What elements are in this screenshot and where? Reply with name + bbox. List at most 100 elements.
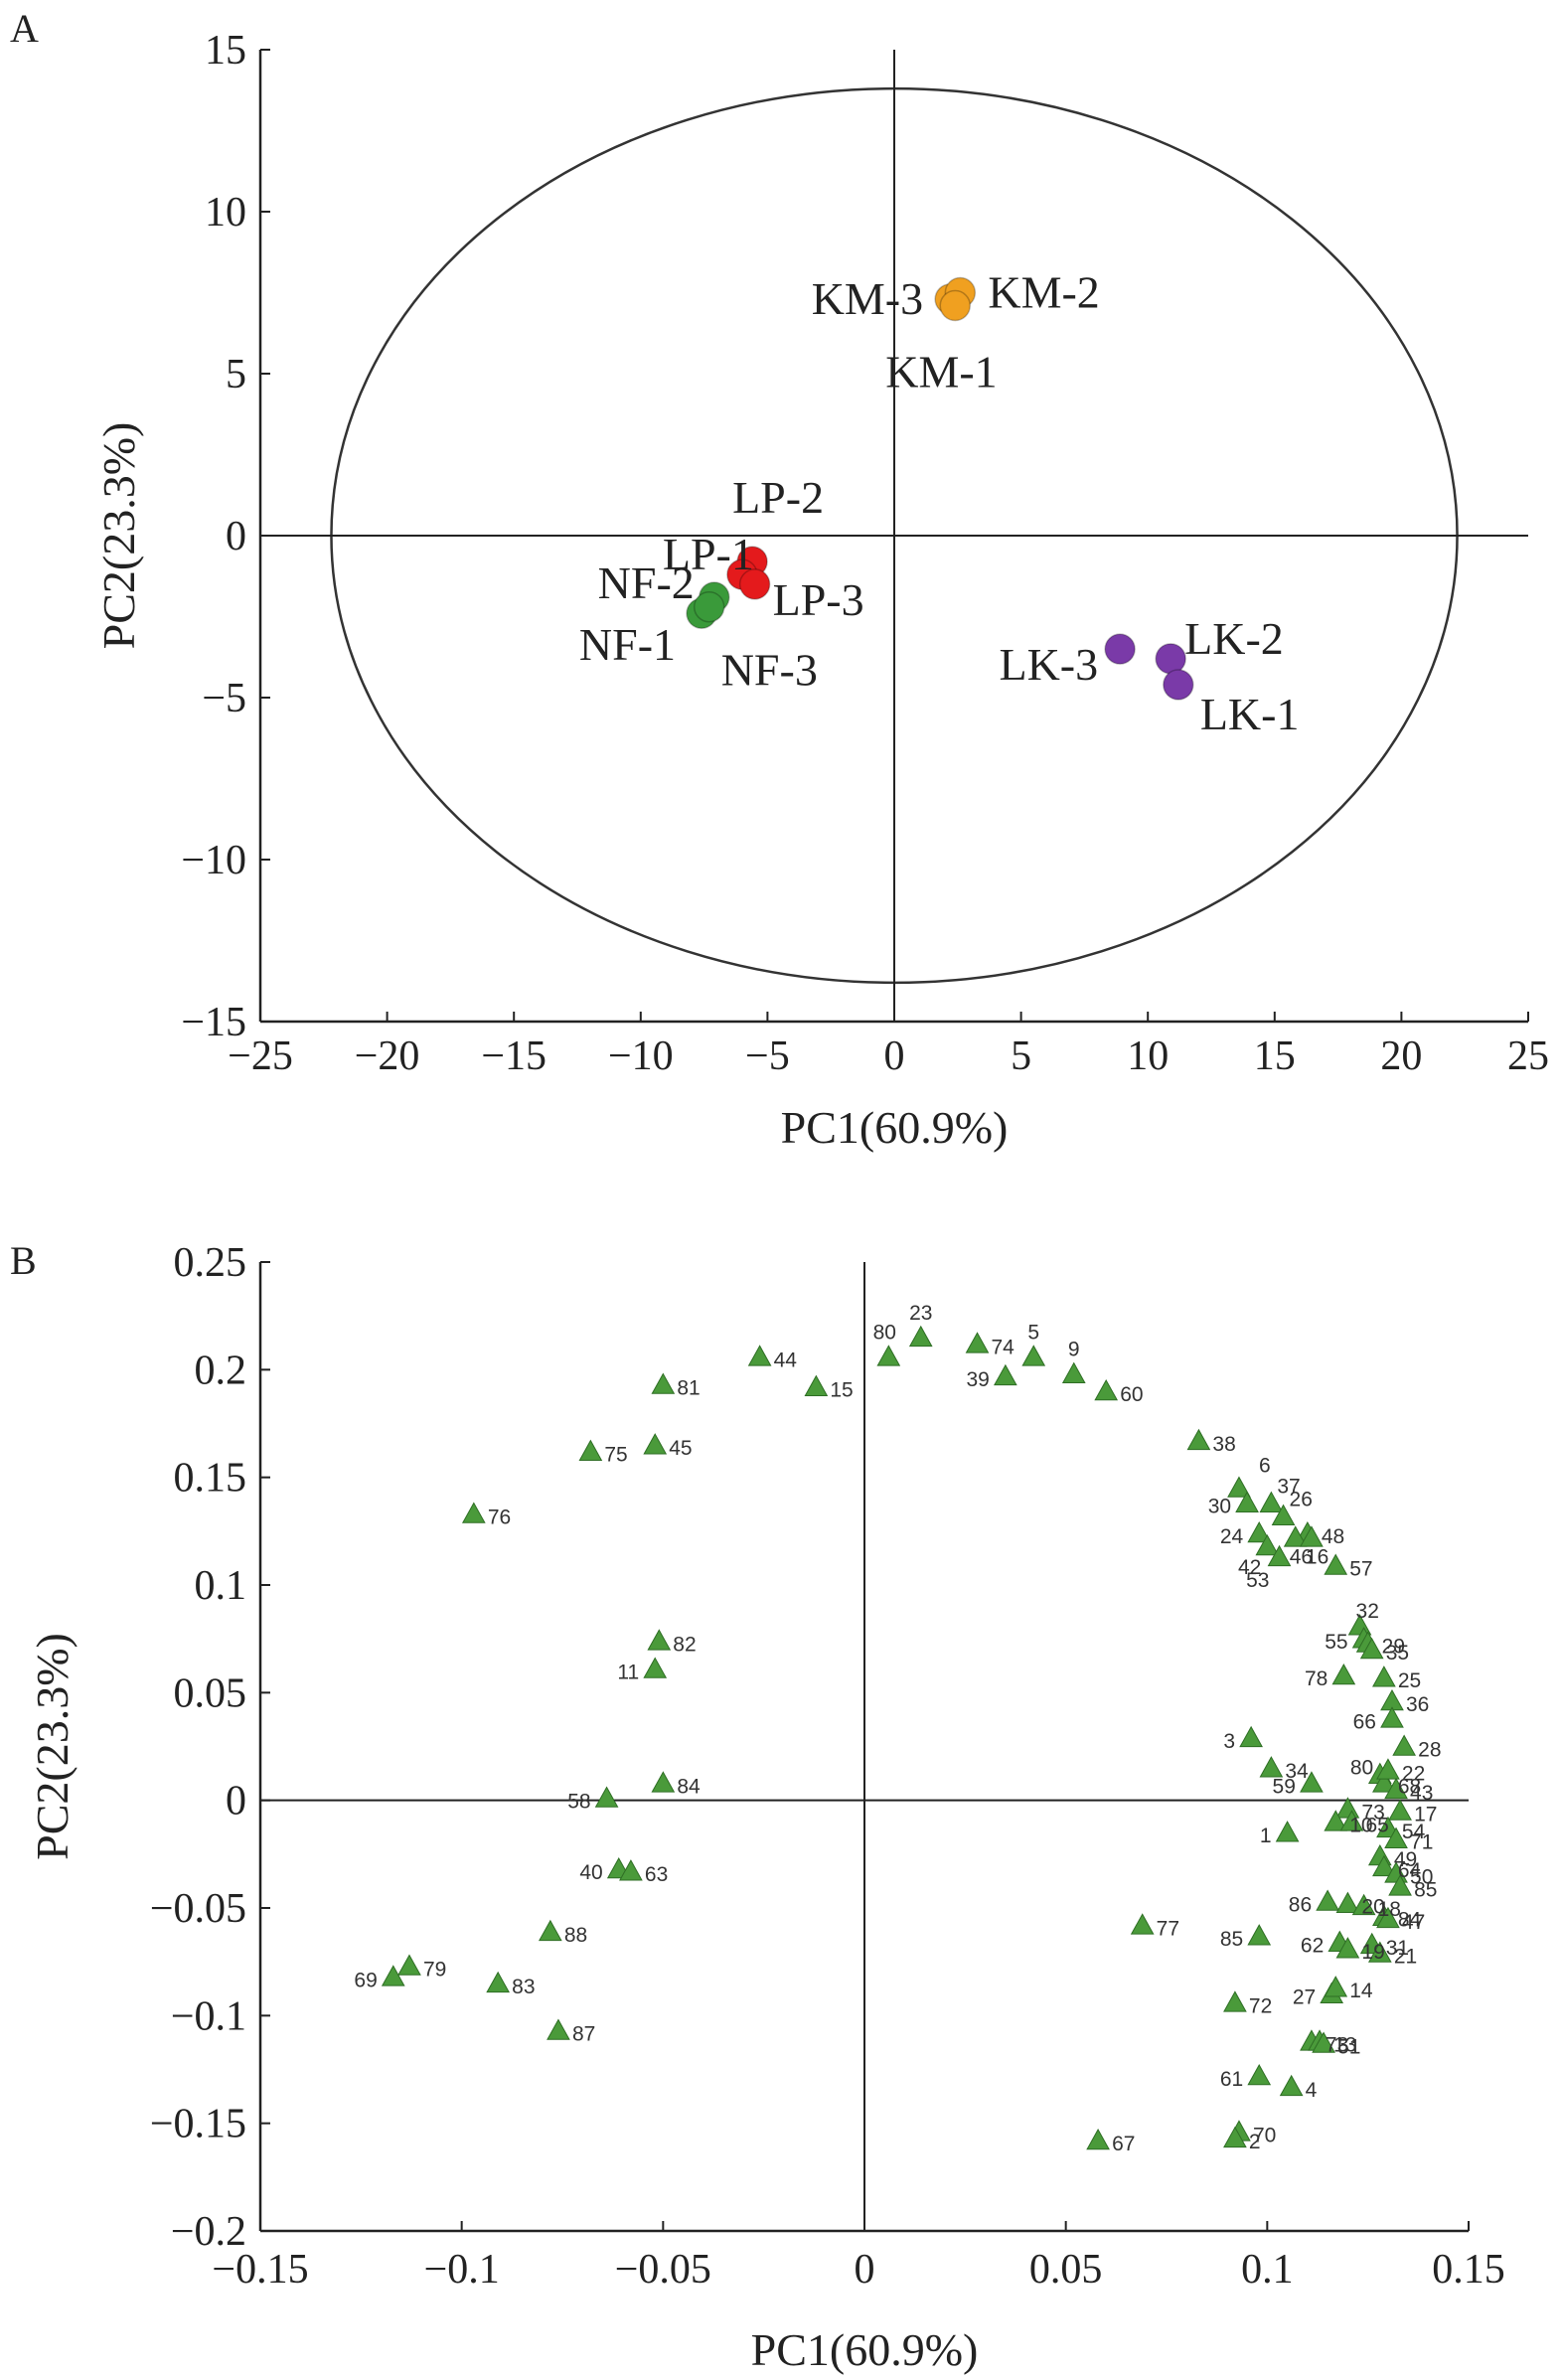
triangle-point bbox=[1086, 2128, 1110, 2150]
triangle-point bbox=[643, 1657, 668, 1678]
panel-b: B−0.15 −0.1 −0.05 0 0.05 0.1 0.150.250.20.150.… bbox=[10, 1238, 1505, 2375]
triangle-point bbox=[1335, 1937, 1360, 1959]
point-label: 80 bbox=[1350, 1757, 1373, 1780]
point-label: 83 bbox=[512, 1976, 535, 1998]
point-label: 79 bbox=[423, 1959, 446, 1982]
point-label: 48 bbox=[1322, 1525, 1344, 1548]
x-tick-label: −0.1 bbox=[424, 2247, 500, 2293]
point-label: 36 bbox=[1406, 1693, 1429, 1716]
x-tick-label: 10 bbox=[1127, 1033, 1169, 1079]
point-label: 53 bbox=[1246, 1569, 1269, 1592]
triangle-point bbox=[1021, 1345, 1046, 1366]
x-tick-label: −15 bbox=[481, 1033, 546, 1079]
triangle-point bbox=[546, 2018, 570, 2040]
triangle-point bbox=[1372, 1771, 1396, 1793]
triangle-point bbox=[1376, 1758, 1400, 1780]
point-label-lk-3: LK-3 bbox=[999, 639, 1098, 690]
y-tick-label: 0.1 bbox=[195, 1563, 247, 1609]
x-tick-label: 15 bbox=[1254, 1033, 1296, 1079]
triangle-point bbox=[1359, 1637, 1384, 1660]
y-tick-label: 0.2 bbox=[195, 1348, 247, 1393]
x-tick-label: 0.1 bbox=[1241, 2247, 1294, 2293]
point-label-lp-2: LP-2 bbox=[732, 472, 824, 523]
point-label: 73 bbox=[1326, 2033, 1348, 2056]
triangle-point bbox=[1335, 1891, 1360, 1913]
triangle-point bbox=[397, 1954, 421, 1976]
point-label: 45 bbox=[669, 1437, 692, 1460]
triangle-point bbox=[1388, 1874, 1412, 1896]
point-label: 18 bbox=[1378, 1898, 1401, 1921]
point-label: 72 bbox=[1249, 1994, 1272, 2017]
y-tick-label: 15 bbox=[205, 28, 246, 74]
point-label: 74 bbox=[991, 1336, 1015, 1358]
y-tick-label: −0.1 bbox=[171, 1993, 246, 2039]
triangle-point bbox=[1267, 1544, 1292, 1567]
y-tick-label: 0.25 bbox=[174, 1240, 247, 1286]
point-label: 3 bbox=[1223, 1730, 1235, 1753]
triangle-point bbox=[594, 1786, 619, 1808]
y-tick-label: −15 bbox=[181, 1000, 246, 1045]
point-label: 6 bbox=[1259, 1455, 1271, 1478]
point-label-lp-1: LP-1 bbox=[663, 529, 754, 579]
triangle-point bbox=[908, 1325, 933, 1348]
point-label: 73 bbox=[1361, 1801, 1384, 1824]
triangle-point bbox=[994, 1363, 1017, 1386]
point-label: 25 bbox=[1398, 1669, 1421, 1692]
point-label: 34 bbox=[1285, 1760, 1309, 1783]
point-label: 50 bbox=[1410, 1865, 1433, 1888]
y-tick-label: 5 bbox=[226, 352, 246, 397]
triangle-point bbox=[651, 1372, 676, 1394]
point-label: 86 bbox=[1289, 1894, 1312, 1917]
x-tick-label: −25 bbox=[228, 1033, 293, 1079]
point-label: 11 bbox=[617, 1662, 639, 1684]
triangle-point bbox=[1351, 1893, 1376, 1916]
y-tick-label: 0 bbox=[226, 1779, 246, 1825]
point-label: 54 bbox=[1402, 1821, 1426, 1843]
y-tick-label: −10 bbox=[181, 838, 246, 883]
triangle-point bbox=[1384, 1826, 1408, 1848]
triangle-point bbox=[1271, 1504, 1296, 1525]
point-label: 57 bbox=[1349, 1558, 1372, 1581]
triangle-point bbox=[1331, 1663, 1356, 1685]
point-label: 84 bbox=[1398, 1909, 1422, 1932]
point-label: 68 bbox=[1398, 1775, 1421, 1798]
triangle-point bbox=[1235, 1491, 1259, 1512]
triangle-point bbox=[578, 1439, 603, 1461]
triangle-point bbox=[1094, 1378, 1119, 1401]
x-tick-label: 0.05 bbox=[1029, 2247, 1103, 2293]
point-label-nf-2: NF-2 bbox=[598, 557, 695, 608]
triangle-point bbox=[538, 1919, 562, 1942]
panel-label-a: A bbox=[10, 6, 39, 51]
point-label: 77 bbox=[1157, 1917, 1179, 1940]
triangle-point bbox=[804, 1374, 829, 1396]
point-label-lk-2: LK-2 bbox=[1184, 613, 1284, 664]
x-tick-label: −0.05 bbox=[615, 2247, 711, 2293]
point-nf-3 bbox=[693, 590, 725, 623]
point-label: 70 bbox=[1253, 2124, 1276, 2146]
point-label: 78 bbox=[1305, 1667, 1327, 1690]
point-label: 32 bbox=[1356, 1600, 1379, 1623]
point-label-nf-1: NF-1 bbox=[579, 619, 676, 670]
point-lk-1 bbox=[1163, 669, 1194, 701]
point-lk-3 bbox=[1104, 633, 1136, 665]
triangle-point bbox=[1300, 1525, 1324, 1547]
point-label: 4 bbox=[1306, 2079, 1318, 2102]
point-label-lk-1: LK-1 bbox=[1200, 689, 1300, 739]
triangle-point bbox=[651, 1771, 676, 1793]
point-label: 61 bbox=[1220, 2068, 1243, 2091]
triangle-point bbox=[1324, 1553, 1348, 1575]
point-label: 44 bbox=[774, 1349, 798, 1371]
point-label: 22 bbox=[1402, 1762, 1425, 1785]
x-tick-label: −10 bbox=[608, 1033, 674, 1079]
point-label: 46 bbox=[1290, 1545, 1313, 1568]
triangle-point bbox=[1312, 2031, 1335, 2053]
panel-a: A −25 −20 −15 −10 −5 0 5 10 15 20 25 15 10 5 0 −5 −10 −15 P… bbox=[10, 6, 1549, 1153]
triangle-point bbox=[381, 1965, 405, 1986]
triangle-point bbox=[1392, 1734, 1416, 1756]
point-label: 87 bbox=[572, 2023, 595, 2046]
triangle-point bbox=[1324, 1976, 1348, 1997]
x-tick-label: −0.15 bbox=[212, 2247, 308, 2293]
y-axis-title: PC2(23.3%) bbox=[27, 1633, 78, 1860]
